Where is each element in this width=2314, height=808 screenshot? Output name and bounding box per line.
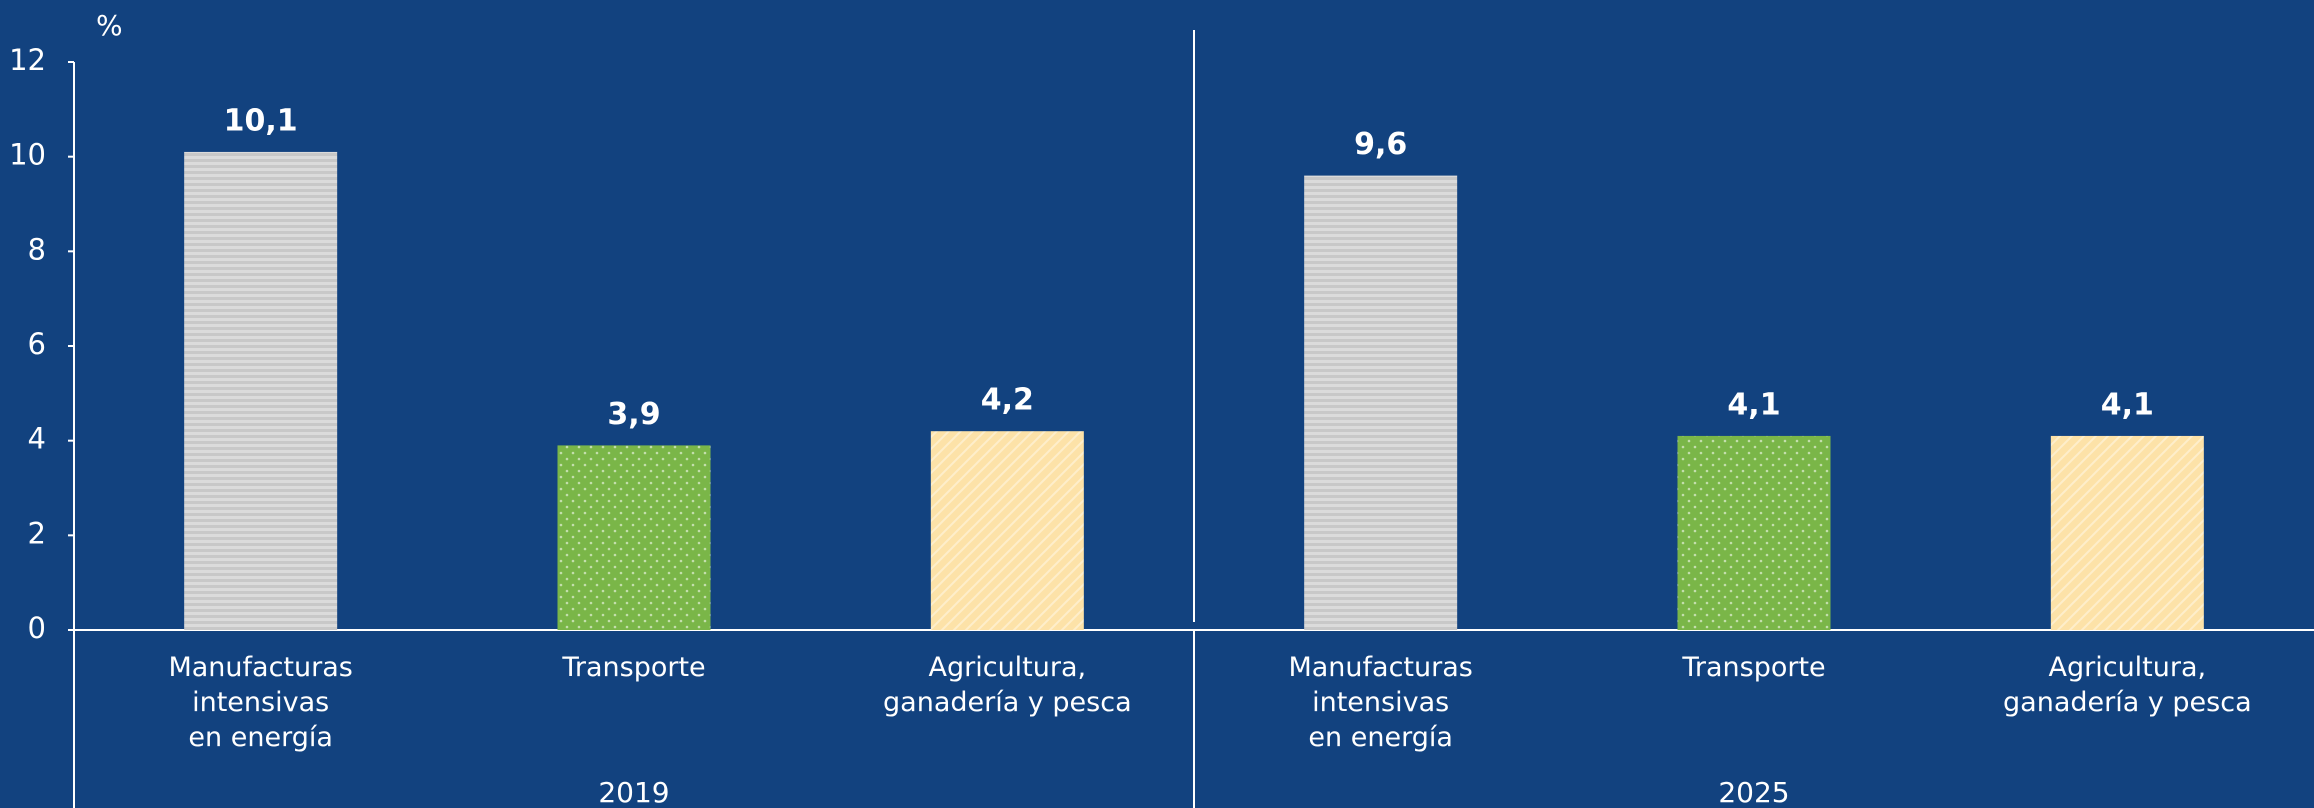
x-tick-label: Transporte: [562, 652, 706, 683]
data-label: 3,9: [607, 397, 660, 432]
group-label: 2019: [598, 776, 669, 808]
y-tick-label: 10: [9, 138, 46, 172]
data-label: 4,2: [981, 383, 1034, 418]
x-tick-label: Manufacturas intensivas en energía: [1288, 652, 1473, 753]
data-label: 9,6: [1354, 127, 1407, 162]
bar: [1677, 435, 1831, 630]
x-tick-label: Manufacturas intensivas en energía: [168, 652, 353, 753]
x-tick-label: Transporte: [1682, 652, 1826, 683]
x-tick-label: Agricultura, ganadería y pesca: [2003, 652, 2252, 718]
bar: [930, 431, 1084, 630]
bar: [184, 151, 338, 630]
y-unit-label: %: [96, 9, 123, 42]
y-tick-label: 4: [28, 422, 46, 456]
x-tick-label: Agricultura, ganadería y pesca: [883, 652, 1132, 718]
data-label: 4,1: [1727, 387, 1780, 422]
bar: [1304, 175, 1458, 630]
y-tick-label: 0: [28, 611, 46, 645]
y-tick-label: 6: [28, 327, 46, 361]
data-label: 4,1: [2101, 387, 2154, 422]
group-label: 2025: [1718, 776, 1789, 808]
data-label: 10,1: [224, 103, 298, 138]
y-tick-label: 2: [28, 516, 46, 550]
y-tick-label: 12: [9, 43, 46, 77]
bar: [557, 445, 711, 630]
y-tick-label: 8: [28, 232, 46, 266]
bar: [2050, 435, 2204, 630]
